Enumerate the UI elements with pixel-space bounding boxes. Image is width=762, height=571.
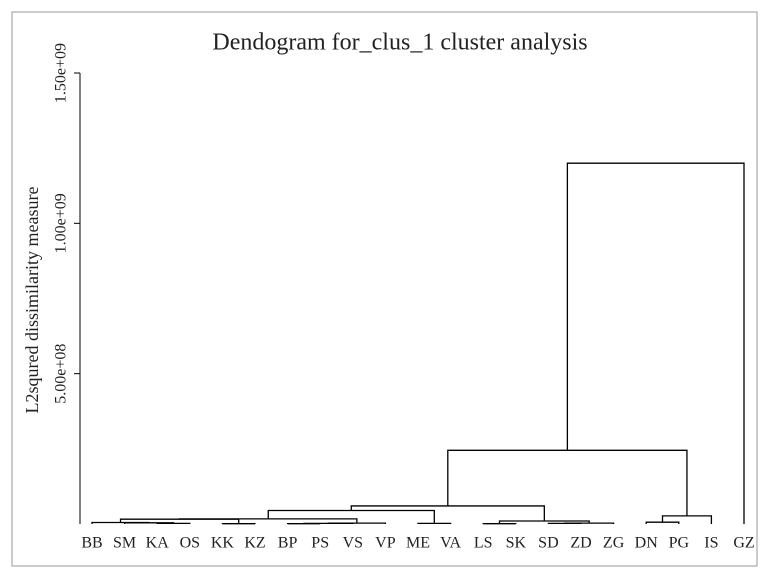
merge-link (178, 518, 358, 524)
y-tick-label: 5.00e+08 (53, 344, 70, 404)
leaf-label: PG (669, 535, 690, 552)
leaf-label: VP (375, 535, 396, 552)
y-tick-label: 1.50e+09 (53, 43, 70, 103)
chart-title: Dendogram for_clus_1 cluster analysis (212, 30, 587, 56)
leaf-label: ZG (603, 535, 625, 552)
leaf-label: DN (635, 535, 659, 552)
leaf-label: BB (81, 535, 102, 552)
leaf-label: KA (146, 535, 170, 552)
merge-link (156, 522, 191, 525)
merge-link (566, 162, 745, 524)
merge-link (91, 521, 150, 524)
leaf-label: LS (474, 535, 493, 552)
leaf-label: VS (343, 535, 363, 552)
y-tick-label: 1.00e+09 (53, 193, 70, 253)
leaf-label: SD (538, 535, 558, 552)
leaf-label: BP (278, 535, 298, 552)
leaf-label: KZ (244, 535, 265, 552)
leaf-label: VA (440, 535, 461, 552)
frame (11, 11, 758, 567)
y-axis-label: L2squred dissimilarity measure (22, 187, 42, 414)
leaf-label: KK (211, 535, 235, 552)
leaf-label: PS (311, 535, 329, 552)
leaf-label: IS (704, 535, 718, 552)
leaf-label: GZ (733, 535, 754, 552)
leaf-label: SK (506, 535, 527, 552)
leaf-label: ME (406, 535, 430, 552)
leaf-label: OS (180, 535, 200, 552)
merge-link (447, 449, 688, 516)
merge-link (417, 522, 452, 525)
leaf-label: ZD (570, 535, 591, 552)
leaf-label: SM (113, 535, 136, 552)
